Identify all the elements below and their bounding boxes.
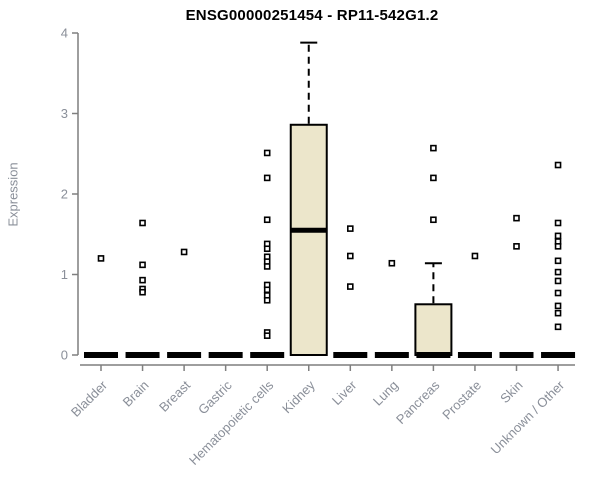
y-tick-label: 0 — [61, 348, 68, 363]
x-tick-label: Kidney — [279, 377, 318, 416]
y-tick-label: 4 — [61, 26, 68, 41]
outlier-point — [430, 174, 437, 182]
category-group-bladder: Bladder — [68, 255, 118, 420]
outlier-point — [554, 277, 562, 285]
category-group-brain: Brain — [120, 219, 160, 410]
outlier-point — [139, 261, 146, 269]
x-tick-label: Lung — [370, 378, 401, 409]
y-tick-label: 3 — [61, 106, 68, 121]
outlier-point — [554, 302, 562, 310]
category-group-breast: Breast — [156, 248, 202, 415]
x-tick-label: Brain — [120, 378, 152, 410]
chart-title: ENSG00000251454 - RP11-542G1.2 — [185, 7, 439, 24]
outlier-point — [97, 255, 105, 262]
outlier-point — [263, 286, 271, 294]
outlier-point — [263, 296, 271, 304]
category-group-lung: Lung — [370, 259, 409, 409]
outlier-point — [388, 259, 396, 267]
outlier-point — [263, 245, 271, 253]
outlier-point — [139, 276, 146, 284]
x-tick-label: Unknown / Other — [488, 377, 568, 457]
outlier-point — [139, 288, 146, 296]
outlier-point — [554, 243, 562, 250]
x-tick-label: Gastric — [195, 377, 235, 417]
outlier-point — [263, 263, 271, 270]
box — [414, 303, 453, 357]
category-group-kidney: Kidney — [279, 41, 328, 416]
x-tick-label: Bladder — [68, 377, 111, 420]
category-group-pancreas: Pancreas — [393, 144, 453, 427]
category-group-unknown-other: Unknown / Other — [488, 161, 576, 457]
x-tick-label: Pancreas — [393, 377, 443, 427]
outlier-point — [554, 219, 562, 227]
x-tick-label: Breast — [156, 377, 193, 414]
outlier-point — [346, 283, 354, 290]
y-tick-label: 2 — [61, 187, 68, 202]
category-group-liver: Liver — [329, 225, 368, 408]
outlier-point — [554, 289, 562, 297]
outlier-point — [513, 214, 520, 222]
outlier-point — [471, 252, 479, 260]
outlier-point — [263, 174, 271, 182]
category-group-hematopoietic-cells: Hematopoietic cells — [186, 149, 285, 468]
outlier-point — [554, 161, 562, 169]
outlier-point — [554, 309, 562, 317]
outlier-point — [554, 232, 562, 240]
outlier-point — [554, 257, 562, 265]
x-tick-label: Skin — [497, 378, 525, 406]
category-group-skin: Skin — [497, 214, 534, 406]
outlier-point — [513, 243, 520, 250]
x-tick-label: Liver — [329, 377, 360, 408]
outlier-point — [346, 225, 354, 232]
y-tick-label: 1 — [61, 267, 68, 282]
outlier-point — [180, 248, 188, 256]
outlier-point — [430, 144, 437, 152]
outlier-point — [554, 268, 562, 276]
x-tick-label: Prostate — [439, 378, 484, 423]
outlier-point — [346, 252, 354, 260]
outlier-point — [554, 323, 562, 331]
outlier-point — [263, 216, 271, 224]
outlier-point — [139, 219, 146, 227]
box — [289, 123, 328, 356]
outlier-point — [430, 216, 437, 224]
outlier-point — [263, 332, 271, 339]
outlier-point — [263, 149, 271, 157]
